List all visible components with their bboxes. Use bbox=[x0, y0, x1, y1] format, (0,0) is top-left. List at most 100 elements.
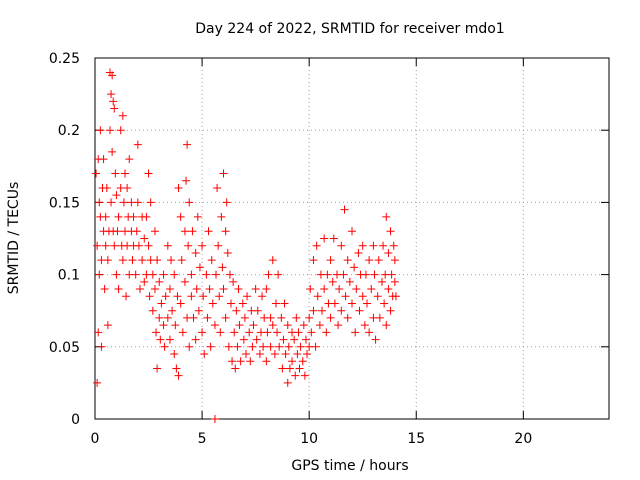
data-point bbox=[295, 364, 304, 373]
data-point bbox=[348, 299, 356, 308]
data-point bbox=[110, 104, 119, 113]
data-point bbox=[279, 335, 288, 344]
data-point bbox=[213, 183, 222, 192]
data-point bbox=[132, 227, 141, 236]
data-point bbox=[100, 285, 109, 294]
data-point bbox=[108, 71, 117, 80]
data-point bbox=[375, 313, 384, 322]
data-point bbox=[206, 342, 215, 351]
data-point bbox=[99, 155, 108, 164]
data-point bbox=[180, 227, 189, 236]
x-tick-label: 0 bbox=[91, 431, 100, 447]
data-point bbox=[146, 198, 155, 207]
data-point bbox=[228, 357, 237, 366]
data-point bbox=[367, 285, 376, 294]
data-point bbox=[152, 328, 161, 337]
data-point bbox=[159, 321, 168, 330]
data-point bbox=[218, 263, 227, 272]
data-points bbox=[92, 68, 400, 423]
data-point bbox=[264, 270, 273, 279]
data-point bbox=[390, 256, 399, 265]
grid-lines bbox=[95, 58, 609, 419]
data-point bbox=[182, 176, 191, 185]
data-point bbox=[210, 415, 219, 423]
data-point bbox=[110, 241, 119, 250]
data-point bbox=[268, 321, 277, 330]
data-point bbox=[192, 285, 201, 294]
data-point bbox=[170, 350, 179, 359]
data-point bbox=[233, 342, 242, 351]
data-point bbox=[176, 212, 185, 221]
data-point bbox=[112, 191, 121, 200]
data-point bbox=[222, 198, 231, 207]
data-point bbox=[348, 227, 356, 236]
data-point bbox=[303, 350, 312, 359]
data-point bbox=[235, 321, 244, 330]
data-point bbox=[120, 169, 129, 178]
data-point bbox=[103, 256, 112, 265]
data-point bbox=[377, 277, 386, 286]
y-axis-label: SRMTID / TECUs bbox=[6, 182, 22, 295]
data-point bbox=[284, 342, 293, 351]
data-point bbox=[369, 241, 378, 250]
data-point bbox=[365, 328, 374, 337]
data-point bbox=[118, 111, 127, 120]
data-point bbox=[275, 342, 284, 351]
data-point bbox=[258, 292, 267, 301]
data-point bbox=[296, 342, 305, 351]
data-point bbox=[177, 256, 186, 265]
data-point bbox=[262, 357, 271, 366]
data-point bbox=[362, 299, 371, 308]
data-point bbox=[194, 306, 203, 315]
data-point bbox=[97, 342, 106, 351]
data-point bbox=[191, 248, 200, 257]
data-point bbox=[271, 299, 280, 308]
data-point bbox=[176, 299, 185, 308]
data-point bbox=[205, 285, 214, 294]
data-point bbox=[168, 306, 177, 315]
data-point bbox=[185, 342, 194, 351]
data-point bbox=[193, 212, 202, 221]
data-point bbox=[96, 126, 105, 135]
data-point bbox=[187, 270, 196, 279]
data-point bbox=[221, 227, 230, 236]
data-point bbox=[358, 292, 367, 301]
data-point bbox=[114, 212, 123, 221]
data-point bbox=[320, 234, 329, 243]
data-point bbox=[337, 241, 346, 250]
data-point bbox=[313, 292, 322, 301]
data-point bbox=[145, 292, 154, 301]
data-point bbox=[109, 97, 118, 106]
data-point bbox=[374, 256, 383, 265]
x-tick-label: 20 bbox=[514, 431, 532, 447]
data-point bbox=[113, 227, 122, 236]
data-point bbox=[125, 155, 134, 164]
data-point bbox=[216, 328, 225, 337]
data-point bbox=[293, 350, 302, 359]
x-tick-label: 15 bbox=[407, 431, 425, 447]
data-point bbox=[274, 270, 283, 279]
data-point bbox=[95, 198, 104, 207]
data-point bbox=[391, 292, 400, 301]
data-point bbox=[191, 335, 200, 344]
data-point bbox=[156, 335, 165, 344]
data-point bbox=[351, 328, 360, 337]
data-point bbox=[221, 313, 230, 322]
data-point bbox=[195, 263, 204, 272]
data-point bbox=[133, 140, 142, 149]
data-point bbox=[322, 328, 331, 337]
data-point bbox=[301, 335, 310, 344]
data-point bbox=[249, 321, 258, 330]
data-point bbox=[318, 306, 327, 315]
data-point bbox=[95, 270, 104, 279]
data-point bbox=[219, 169, 228, 178]
plot-frame bbox=[94, 57, 610, 420]
data-point bbox=[142, 212, 151, 221]
data-point bbox=[185, 198, 194, 207]
data-point bbox=[214, 241, 223, 250]
data-point bbox=[133, 198, 142, 207]
data-point bbox=[203, 313, 212, 322]
data-point bbox=[180, 277, 189, 286]
data-point bbox=[178, 328, 187, 337]
